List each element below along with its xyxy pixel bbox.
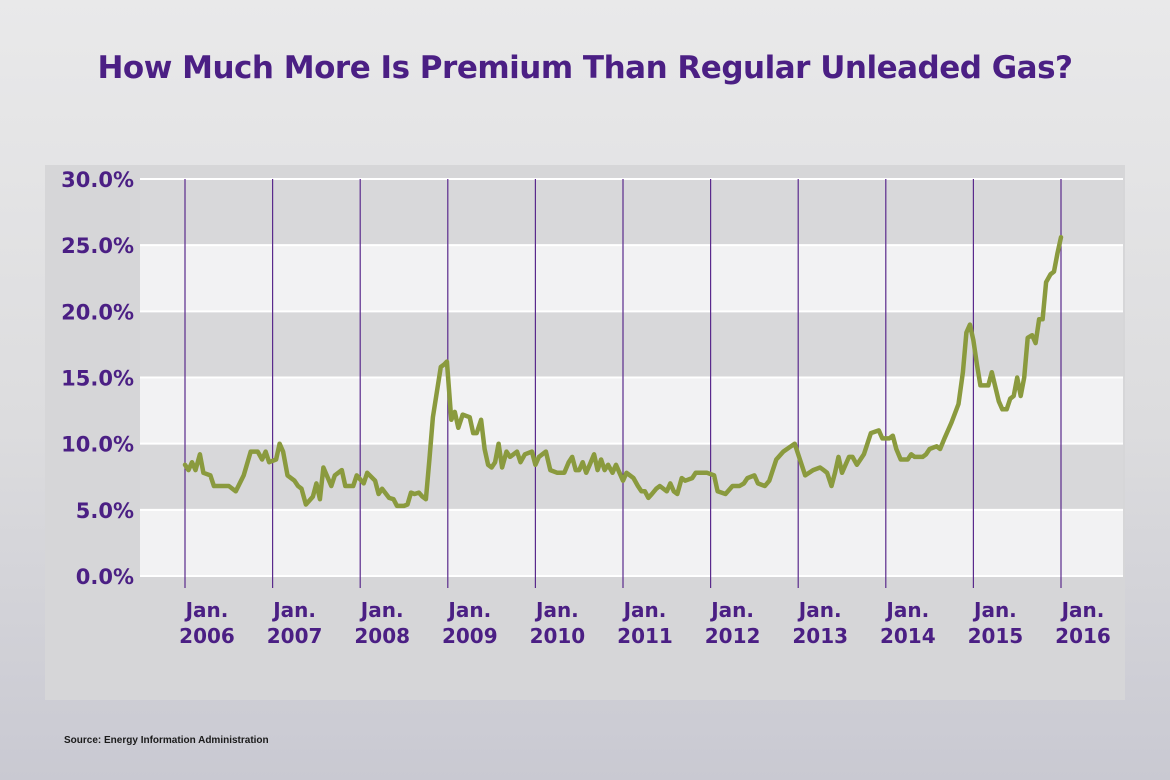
y-tick-label: 30.0% [61,168,134,192]
plot-band [140,245,1123,312]
y-tick-label: 20.0% [61,300,134,324]
x-tick-label: Jan. [184,598,229,622]
chart-title: How Much More Is Premium Than Regular Un… [97,50,1073,86]
x-tick-label: Jan. [622,598,667,622]
x-tick-label: 2014 [880,624,936,648]
plot-band [140,179,1123,246]
x-tick-label: 2006 [179,624,235,648]
plot-band [140,377,1123,444]
source-note: Source: Energy Information Administratio… [64,735,269,746]
x-tick-label: Jan. [972,598,1017,622]
x-tick-label: 2016 [1055,624,1111,648]
series-line [182,234,1064,509]
plot-band [140,509,1123,576]
x-tick-label: 2010 [530,624,586,648]
x-tick-label: Jan. [884,598,929,622]
x-tick-label: 2007 [267,624,323,648]
x-tick-label: 2008 [354,624,410,648]
chart-panel: 0.0% 5.0% 10.0% 15.0% 20.0% 25.0% 30.0% Jan. 200… [45,165,1125,700]
y-tick-label: 5.0% [76,499,134,523]
x-tick-label: Jan. [709,598,754,622]
x-tick-label: 2011 [617,624,673,648]
line-chart: 0.0%5.0%10.0%15.0%20.0%25.0%30.0%Jan.200… [61,168,1123,648]
x-tick-label: 2012 [705,624,761,648]
x-tick-label: Jan. [359,598,404,622]
x-tick-label: Jan. [271,598,316,622]
x-tick-label: Jan. [534,598,579,622]
x-tick-label: Jan. [1060,598,1105,622]
y-tick-label: 0.0% [76,565,134,589]
x-tick-label: 2015 [968,624,1024,648]
x-tick-label: 2013 [792,624,848,648]
x-tick-label: 2009 [442,624,498,648]
x-tick-label: Jan. [446,598,491,622]
y-tick-label: 10.0% [61,433,134,457]
x-tick-label: Jan. [797,598,842,622]
y-tick-label: 25.0% [61,234,134,258]
y-tick-label: 15.0% [61,367,134,391]
plot-band [140,311,1123,378]
